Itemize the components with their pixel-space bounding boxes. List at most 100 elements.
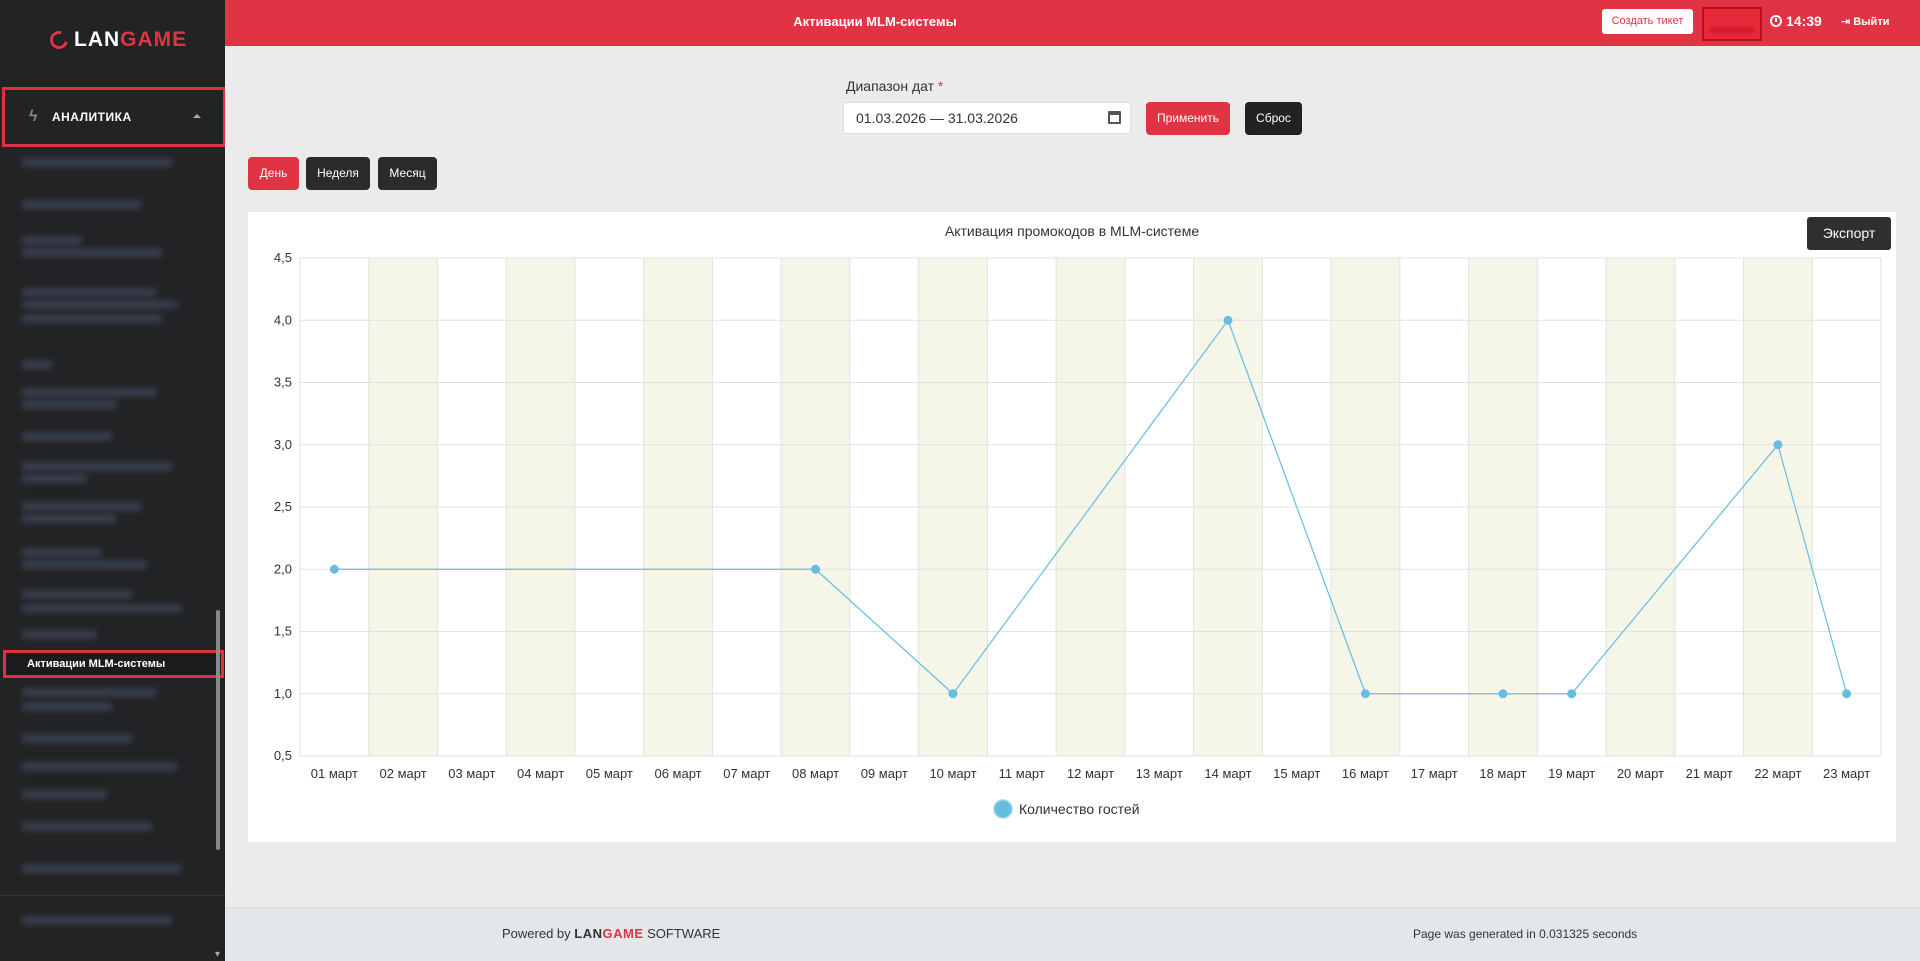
reset-button[interactable]: Сброс [1245, 102, 1302, 135]
data-point [1223, 315, 1233, 325]
create-ticket-button[interactable]: Создать тикет [1602, 9, 1693, 34]
x-tick-label: 04 март [517, 766, 564, 781]
sidebar-item-redacted[interactable] [22, 790, 107, 799]
data-point [1773, 440, 1783, 450]
data-point [1842, 689, 1852, 699]
x-tick-label: 19 март [1548, 766, 1595, 781]
sidebar-item-mlm-activations[interactable]: Активации MLM-системы [3, 650, 224, 678]
sidebar-item-redacted[interactable] [22, 314, 162, 323]
sidebar-item-redacted[interactable] [22, 630, 97, 639]
logo-mark-icon [46, 27, 72, 53]
y-tick-label: 3,5 [274, 375, 292, 390]
sidebar-item-redacted[interactable] [22, 916, 172, 925]
sidebar-item-redacted[interactable] [22, 462, 172, 471]
sidebar-item-redacted[interactable] [22, 248, 162, 257]
page-title: Активации MLM-системы [793, 14, 957, 29]
logo-text: LAN [74, 28, 121, 51]
brand-logo[interactable]: LANGAME [46, 27, 187, 53]
data-point [1498, 689, 1508, 699]
sidebar-item-redacted[interactable] [22, 388, 157, 397]
chart-card: 0,5 1,0 1,5 2,0 2,5 3,0 3,5 4,0 4,5 01 март 02 мар… [248, 212, 1896, 842]
y-tick-label: 3,0 [274, 437, 292, 452]
legend-marker [993, 799, 1013, 819]
data-point [948, 689, 958, 699]
x-tick-label: 10 март [929, 766, 976, 781]
sidebar-section-label: АНАЛИТИКА [51, 110, 132, 124]
x-tick-label: 21 март [1686, 766, 1733, 781]
date-range-value: 01.03.2026 — 31.03.2026 [856, 110, 1018, 126]
calendar-icon[interactable] [1108, 111, 1121, 124]
x-tick-label: 22 март [1754, 766, 1801, 781]
clock: 14:39 [1770, 13, 1822, 29]
export-button[interactable]: Экспорт [1807, 217, 1891, 250]
sidebar-item-redacted[interactable] [22, 360, 52, 369]
sidebar-item-redacted[interactable] [22, 236, 82, 245]
x-tick-label: 17 март [1411, 766, 1458, 781]
x-tick-label: 12 март [1067, 766, 1114, 781]
date-range-input[interactable]: 01.03.2026 — 31.03.2026 [843, 102, 1131, 134]
y-tick-label: 1,5 [274, 624, 292, 639]
powered-by: Powered by LANGAME SOFTWARE [502, 926, 721, 941]
x-tick-label: 05 март [586, 766, 633, 781]
sidebar-item-redacted[interactable] [22, 300, 177, 309]
y-tick-label: 2,5 [274, 499, 292, 514]
sidebar-item-redacted[interactable] [22, 200, 142, 209]
sidebar-scrollbar[interactable] [216, 610, 220, 850]
data-point [811, 564, 821, 574]
line-chart: 0,5 1,0 1,5 2,0 2,5 3,0 3,5 4,0 4,5 01 март 02 мар… [274, 223, 1882, 819]
sidebar-item-redacted[interactable] [22, 864, 182, 873]
sidebar-item-redacted[interactable] [22, 474, 87, 483]
sidebar-item-redacted[interactable] [22, 158, 172, 167]
clock-time: 14:39 [1786, 13, 1822, 29]
sidebar-item-redacted[interactable] [22, 590, 132, 599]
sidebar-item-redacted[interactable] [22, 502, 142, 511]
y-tick-label: 2,0 [274, 561, 292, 576]
date-range-label: Диапазон дат * [846, 78, 944, 94]
sidebar-item-redacted[interactable] [22, 604, 182, 613]
period-day-button[interactable]: День [248, 157, 299, 190]
data-point [1360, 689, 1370, 699]
x-tick-label: 08 март [792, 766, 839, 781]
sidebar-item-redacted[interactable] [22, 400, 117, 409]
x-tick-label: 09 март [861, 766, 908, 781]
x-tick-label: 01 март [311, 766, 358, 781]
caret-up-icon [193, 114, 201, 118]
sidebar-item-redacted[interactable] [22, 702, 112, 711]
x-tick-label: 07 март [723, 766, 770, 781]
chart-title: Активация промокодов в MLM-системе [945, 223, 1199, 239]
x-tick-label: 20 март [1617, 766, 1664, 781]
scroll-down-icon[interactable]: ▾ [215, 949, 221, 960]
sidebar-item-redacted[interactable] [22, 288, 157, 297]
x-tick-label: 06 март [654, 766, 701, 781]
logout-button[interactable]: ⇥ Выйти [1841, 15, 1889, 29]
footer-brand: LANGAME [574, 926, 644, 941]
x-tick-label: 13 март [1136, 766, 1183, 781]
data-point [329, 564, 339, 574]
x-tick-label: 16 март [1342, 766, 1389, 781]
clock-icon [1770, 15, 1782, 27]
x-tick-label: 18 март [1479, 766, 1526, 781]
sidebar-item-redacted[interactable] [22, 688, 157, 697]
sidebar-section-analytics[interactable]: ϟ АНАЛИТИКА [2, 87, 225, 147]
x-tick-label: 03 март [448, 766, 495, 781]
sidebar-item-redacted[interactable] [22, 762, 177, 771]
y-tick-label: 4,5 [274, 250, 292, 265]
apply-button[interactable]: Применить [1146, 102, 1230, 135]
y-tick-label: 4,0 [274, 312, 292, 327]
sidebar-item-redacted[interactable] [22, 822, 152, 831]
sidebar-item-redacted[interactable] [22, 548, 102, 557]
sidebar-divider [0, 895, 225, 896]
period-month-button[interactable]: Месяц [378, 157, 437, 190]
x-tick-label: 14 март [1204, 766, 1251, 781]
required-mark: * [937, 78, 944, 94]
redacted-user-area[interactable] [1702, 7, 1762, 41]
footer: Powered by LANGAME SOFTWARE Page was gen… [225, 907, 1920, 961]
sidebar-item-redacted[interactable] [22, 734, 132, 743]
y-tick-label: 0,5 [274, 748, 292, 763]
period-week-button[interactable]: Неделя [306, 157, 370, 190]
sidebar-item-redacted[interactable] [22, 514, 117, 523]
sidebar-item-redacted[interactable] [22, 560, 147, 569]
x-tick-label: 15 март [1273, 766, 1320, 781]
y-tick-label: 1,0 [274, 686, 292, 701]
sidebar-item-redacted[interactable] [22, 432, 112, 441]
